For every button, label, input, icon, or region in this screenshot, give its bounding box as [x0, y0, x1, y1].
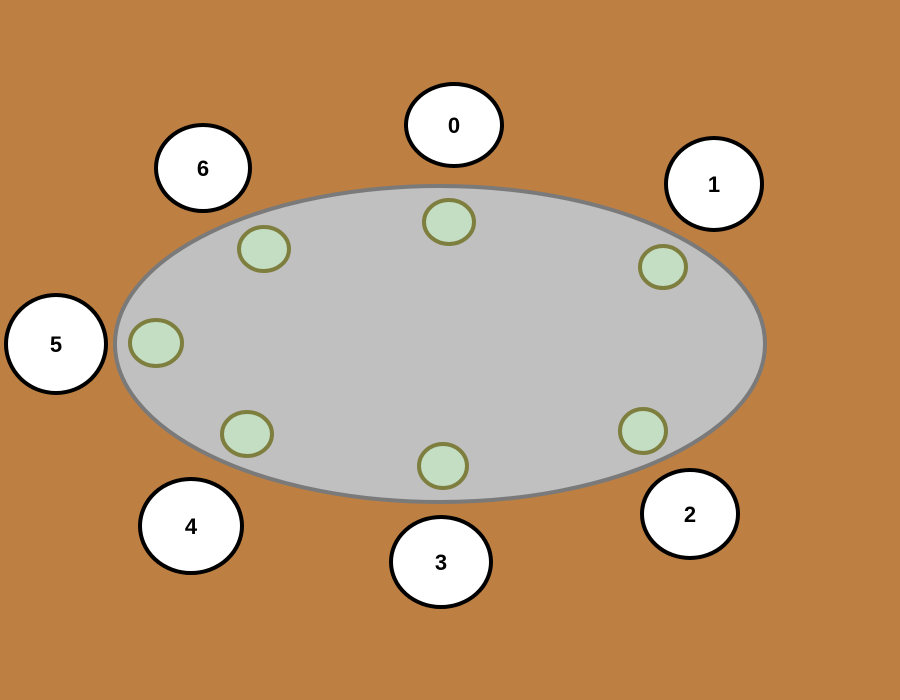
plate-0 — [422, 198, 476, 246]
seat-4[interactable]: 4 — [138, 477, 244, 575]
seat-circle — [154, 123, 252, 213]
seat-label: 1 — [708, 172, 720, 197]
seat-circle — [404, 82, 504, 168]
seat-label: 3 — [435, 550, 447, 575]
plate-1 — [638, 244, 688, 290]
seat-label: 4 — [185, 514, 198, 539]
seat-3[interactable]: 3 — [389, 515, 493, 609]
seat-6[interactable]: 6 — [154, 123, 252, 213]
seat-label: 6 — [197, 156, 209, 181]
plate-6 — [237, 225, 291, 273]
plate-2 — [618, 407, 668, 455]
plate-4 — [220, 410, 274, 458]
seat-0[interactable]: 0 — [404, 82, 504, 168]
plates — [128, 198, 688, 490]
seat-circle — [389, 515, 493, 609]
seat-2[interactable]: 2 — [640, 468, 740, 560]
seat-circle — [664, 136, 764, 232]
plate-5 — [128, 318, 184, 368]
seat-label: 2 — [684, 502, 696, 527]
seat-label: 5 — [50, 332, 62, 357]
seat-5[interactable]: 5 — [4, 293, 108, 395]
seat-label: 0 — [448, 113, 460, 138]
plate-3 — [417, 442, 469, 490]
seat-circle — [138, 477, 244, 575]
seat-circle — [640, 468, 740, 560]
seat-1[interactable]: 1 — [664, 136, 764, 232]
seats: 0 1 2 3 4 5 6 — [4, 82, 764, 609]
seat-circle — [4, 293, 108, 395]
